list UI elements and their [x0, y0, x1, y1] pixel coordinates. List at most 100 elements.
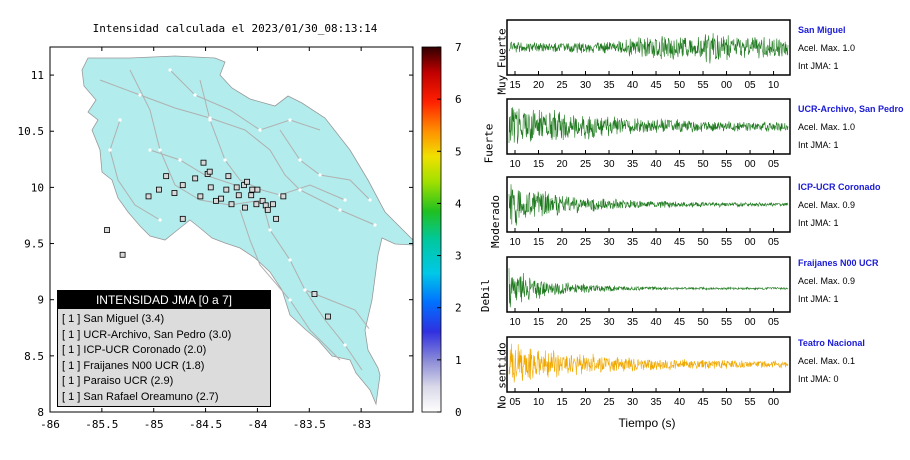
station-marker [264, 206, 271, 213]
station-marker [259, 197, 266, 204]
trace-tick-label: 25 [580, 317, 592, 328]
trace-tick-label: 55 [721, 237, 733, 248]
town-dot [368, 198, 372, 202]
trace-tick-label: 20 [556, 317, 568, 328]
map-x-tick-label: -86 [40, 418, 60, 431]
trace-tick-label: 00 [768, 397, 780, 408]
colorbar-tick-label: 4 [455, 197, 462, 210]
trace-tick-label: 30 [603, 159, 615, 170]
town-dot [268, 228, 272, 232]
station-marker [244, 178, 250, 185]
trace-acel-max: Acel. Max. 1.0 [798, 122, 856, 132]
trace-tick-label: 15 [556, 397, 568, 408]
trace-info-icp-ucr-coronado: ICP-UCR Coronado Acel. Max. 0.9 Int JMA:… [798, 178, 910, 232]
trace-tick-label: 30 [603, 317, 615, 328]
trace-tick-label: 45 [674, 159, 686, 170]
colorbar-tick-label: 5 [455, 145, 462, 158]
map-y-tick-label: 10 [31, 181, 44, 194]
map-frame [49, 46, 414, 413]
town-dot [138, 93, 142, 97]
station-marker [171, 190, 178, 196]
colorbar-word-debil: Debil [478, 278, 492, 313]
station-markers [104, 159, 331, 320]
town-dot [108, 148, 112, 152]
road [149, 149, 236, 186]
trace-tick-label: 50 [674, 80, 686, 91]
trace-tick-label: 35 [627, 317, 639, 328]
intensity-legend: INTENSIDAD JMA [0 a 7] [ 1 ] San Miguel … [57, 290, 271, 407]
road [169, 69, 321, 131]
trace-tick-label: 10 [768, 80, 780, 91]
trace-tick-label: 00 [744, 317, 756, 328]
trace-tick-label: 55 [697, 80, 709, 91]
legend-row: [ 1 ] UCR-Archivo, San Pedro (3.0) [62, 328, 232, 341]
station-marker [213, 197, 219, 204]
town-dot [288, 298, 292, 302]
map-x-tick-label: -85 [144, 418, 164, 431]
trace-tick-label: 30 [627, 397, 639, 408]
road [304, 289, 371, 331]
colorbar: 0 1 2 3 4 5 6 7 [421, 41, 462, 419]
trace-int-jma: Int JMA: 1 [798, 140, 839, 150]
trace-tick-label: 15 [533, 159, 545, 170]
town-dot [208, 118, 212, 122]
colorbar-tick-label: 3 [455, 250, 462, 263]
colorbar-word-moderado: Moderado [488, 195, 502, 248]
road-network [99, 68, 377, 371]
trace-tick-label: 45 [650, 80, 662, 91]
trace-tick-label: 20 [556, 159, 568, 170]
trace-tick-label: 05 [768, 237, 780, 248]
trace-station-name: Teatro Nacional [798, 338, 865, 348]
colorbar-tick-label: 2 [455, 302, 462, 315]
town-dot [258, 128, 262, 132]
trace-tick-label: 40 [650, 237, 662, 248]
trace-waveform [508, 184, 789, 226]
station-marker [242, 204, 248, 211]
trace-info-teatro-nacional: Teatro Nacional Acel. Max. 0.1 Int JMA: … [798, 334, 910, 388]
trace-info-fraijanes: Fraijanes N00 UCR Acel. Max. 0.9 Int JMA… [798, 254, 910, 308]
map-title: Intensidad calculada el 2023/01/30_08:13… [92, 22, 378, 35]
station-marker [228, 201, 235, 208]
colorbar-word-muy-fuerte: Muy Fuerte [495, 28, 509, 95]
trace-tick-label: 05 [744, 80, 756, 91]
trace-tick-label: 50 [697, 317, 709, 328]
station-marker [197, 193, 204, 200]
town-dot [118, 118, 122, 122]
station-marker [311, 291, 318, 297]
station-marker [235, 192, 242, 199]
station-marker [218, 195, 225, 202]
town-dot [368, 328, 372, 332]
trace-panel: 05 10 15 20 25 30 35 40 45 50 55 00 [506, 336, 791, 408]
station-marker [233, 184, 240, 191]
town-dot [338, 208, 342, 212]
legend-row: [ 1 ] San Miguel (3.4) [62, 313, 165, 325]
colorbar-word-fuerte: Fuerte [481, 123, 495, 164]
station-marker [155, 186, 162, 193]
town-dot [223, 158, 227, 162]
trace-tick-label: 10 [533, 397, 545, 408]
trace-waveform [508, 107, 789, 144]
trace-tick-label: 55 [721, 159, 733, 170]
road [99, 79, 376, 226]
town-dot [288, 118, 292, 122]
station-marker [200, 159, 207, 166]
trace-tick-label: 40 [674, 397, 686, 408]
colorbar-gradient [421, 46, 442, 413]
legend-row: [ 1 ] San Rafael Oreamuno (2.7) [62, 390, 219, 403]
legend-title: INTENSIDAD JMA [0 a 7] [58, 291, 270, 309]
trace-tick-label: 50 [721, 397, 733, 408]
station-marker [104, 227, 110, 233]
map-x-tick-label: -84.5 [189, 418, 222, 431]
road [239, 209, 341, 361]
map-x-tick-label: -83.5 [293, 418, 326, 431]
trace-int-jma: Int JMA: 0 [798, 374, 839, 384]
trace-tick-label: 15 [533, 317, 545, 328]
map-x-tick-label: -83 [351, 418, 371, 431]
town-dot [178, 158, 182, 162]
colorbar-ticks: 0 1 2 3 4 5 6 7 [437, 41, 462, 419]
trace-tick-label: 20 [556, 237, 568, 248]
trace-tick-label: 40 [627, 80, 639, 91]
trace-panel: 15 20 25 30 35 40 45 50 55 00 05 10 [506, 19, 791, 91]
map-y-tick-label: 10.5 [18, 125, 45, 138]
station-marker [192, 175, 199, 182]
